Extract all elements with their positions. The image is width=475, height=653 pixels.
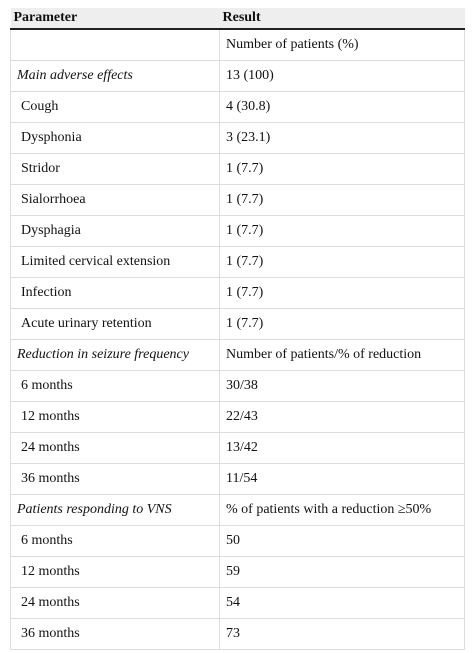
item-row: 6 months 30/38 bbox=[10, 370, 465, 402]
table-body: Number of patients (%) Main adverse effe… bbox=[10, 29, 465, 650]
cell bbox=[10, 29, 220, 61]
item-row: Limited cervical extension 1 (7.7) bbox=[10, 246, 465, 278]
item-result: 1 (7.7) bbox=[219, 308, 465, 340]
item-parameter: 24 months bbox=[10, 432, 220, 464]
section-result: % of patients with a reduction ≥50% bbox=[219, 494, 465, 526]
item-row: Dysphonia 3 (23.1) bbox=[10, 122, 465, 154]
item-parameter: Dysphagia bbox=[10, 215, 220, 247]
item-result: 50 bbox=[219, 525, 465, 557]
item-row: Acute urinary retention 1 (7.7) bbox=[10, 308, 465, 340]
item-result: 59 bbox=[219, 556, 465, 588]
header-cell: Result bbox=[219, 8, 465, 30]
section-title: Patients responding to VNS bbox=[10, 494, 220, 526]
item-parameter: Stridor bbox=[10, 153, 220, 185]
item-parameter: 6 months bbox=[10, 525, 220, 557]
item-row: 24 months 54 bbox=[10, 587, 465, 619]
item-row: 36 months 73 bbox=[10, 618, 465, 650]
item-result: 13/42 bbox=[219, 432, 465, 464]
item-result: 54 bbox=[219, 587, 465, 619]
item-parameter: 6 months bbox=[10, 370, 220, 402]
section-result: 13 (100) bbox=[219, 60, 465, 92]
item-row: Sialorrhoea 1 (7.7) bbox=[10, 184, 465, 216]
section-row: Main adverse effects 13 (100) bbox=[10, 60, 465, 92]
item-parameter: Sialorrhoea bbox=[10, 184, 220, 216]
item-result: 1 (7.7) bbox=[219, 215, 465, 247]
item-row: Infection 1 (7.7) bbox=[10, 277, 465, 309]
item-row: 12 months 22/43 bbox=[10, 401, 465, 433]
item-parameter: Limited cervical extension bbox=[10, 246, 220, 278]
section-row: Reduction in seizure frequency Number of … bbox=[10, 339, 465, 371]
item-row: Dysphagia 1 (7.7) bbox=[10, 215, 465, 247]
item-parameter: Cough bbox=[10, 91, 220, 123]
item-parameter: 24 months bbox=[10, 587, 220, 619]
item-parameter: Dysphonia bbox=[10, 122, 220, 154]
item-parameter: 36 months bbox=[10, 618, 220, 650]
subheader-cell: Number of patients (%) bbox=[219, 29, 465, 61]
item-parameter: 36 months bbox=[10, 463, 220, 495]
item-parameter: 12 months bbox=[10, 401, 220, 433]
item-result: 1 (7.7) bbox=[219, 246, 465, 278]
item-row: 36 months 11/54 bbox=[10, 463, 465, 495]
item-result: 30/38 bbox=[219, 370, 465, 402]
item-row: Cough 4 (30.8) bbox=[10, 91, 465, 123]
section-result: Number of patients/% of reduction bbox=[219, 339, 465, 371]
item-row: 6 months 50 bbox=[10, 525, 465, 557]
item-row: 24 months 13/42 bbox=[10, 432, 465, 464]
item-parameter: Infection bbox=[10, 277, 220, 309]
item-result: 22/43 bbox=[219, 401, 465, 433]
section-title: Reduction in seizure frequency bbox=[10, 339, 220, 371]
item-result: 3 (23.1) bbox=[219, 122, 465, 154]
header-row: Parameter Result bbox=[10, 8, 465, 30]
item-row: Stridor 1 (7.7) bbox=[10, 153, 465, 185]
item-result: 1 (7.7) bbox=[219, 184, 465, 216]
section-title: Main adverse effects bbox=[10, 60, 220, 92]
subheader-row: Number of patients (%) bbox=[10, 29, 465, 61]
item-parameter: 12 months bbox=[10, 556, 220, 588]
item-result: 1 (7.7) bbox=[219, 153, 465, 185]
item-result: 73 bbox=[219, 618, 465, 650]
item-result: 4 (30.8) bbox=[219, 91, 465, 123]
section-row: Patients responding to VNS% of patients … bbox=[10, 494, 465, 526]
item-row: 12 months 59 bbox=[10, 556, 465, 588]
header-cell: Parameter bbox=[10, 8, 220, 30]
item-parameter: Acute urinary retention bbox=[10, 308, 220, 340]
results-table: Parameter Result Number of patients (%) … bbox=[10, 8, 465, 650]
item-result: 11/54 bbox=[219, 463, 465, 495]
item-result: 1 (7.7) bbox=[219, 277, 465, 309]
